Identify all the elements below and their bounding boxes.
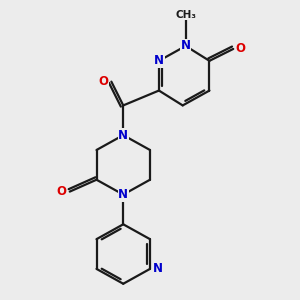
Text: CH₃: CH₃ — [175, 10, 196, 20]
Text: N: N — [118, 188, 128, 201]
Text: N: N — [152, 262, 162, 275]
Text: O: O — [56, 185, 66, 198]
Text: N: N — [118, 129, 128, 142]
Text: N: N — [154, 54, 164, 67]
Text: O: O — [236, 42, 246, 56]
Text: N: N — [181, 40, 191, 52]
Text: O: O — [98, 75, 108, 88]
